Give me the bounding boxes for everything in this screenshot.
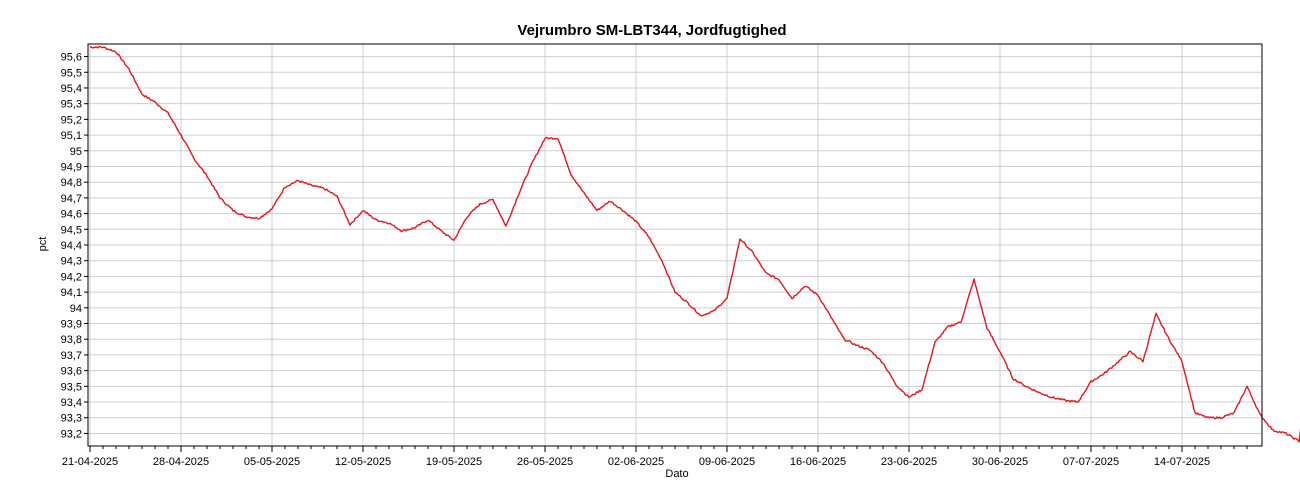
y-tick-label: 93,3 — [61, 413, 82, 425]
x-tick-label: 23-06-2025 — [881, 456, 937, 468]
y-axis-ticks: 95,6 95,5 95,4 95,3 95,2 95,1 95 94,9 94,8 94,7 94… — [61, 52, 88, 440]
y-tick-label: 95 — [70, 146, 82, 158]
x-axis-ticks: 21-04-2025 28-04-2025 05-05-2025 12-05-2025… — [62, 446, 1248, 468]
x-tick-label: 30-06-2025 — [972, 456, 1028, 468]
grid-lines — [88, 44, 1262, 446]
y-tick-label: 94 — [70, 303, 82, 315]
y-tick-label: 94,1 — [61, 287, 82, 299]
y-tick-label: 93,7 — [61, 350, 82, 362]
x-tick-label: 16-06-2025 — [790, 456, 846, 468]
y-tick-label: 95,5 — [61, 67, 82, 79]
y-tick-label: 93,8 — [61, 334, 82, 346]
x-tick-label: 05-05-2025 — [244, 456, 300, 468]
y-tick-label: 93,9 — [61, 319, 82, 331]
x-tick-label: 28-04-2025 — [153, 456, 209, 468]
x-tick-label: 07-07-2025 — [1063, 456, 1119, 468]
x-tick-label: 19-05-2025 — [426, 456, 482, 468]
y-tick-label: 94,8 — [61, 177, 82, 189]
y-tick-label: 95,3 — [61, 99, 82, 111]
x-tick-label: 09-06-2025 — [699, 456, 755, 468]
plot-frame — [87, 43, 1263, 447]
y-tick-label: 95,6 — [61, 52, 82, 64]
y-tick-label: 93,4 — [61, 397, 82, 409]
y-tick-label: 95,1 — [61, 130, 82, 142]
y-tick-label: 94,9 — [61, 161, 82, 173]
y-tick-label: 94,6 — [61, 209, 82, 221]
y-tick-label: 94,3 — [61, 256, 82, 268]
x-tick-label: 26-05-2025 — [517, 456, 573, 468]
y-tick-label: 94,2 — [61, 271, 82, 283]
x-tick-label: 02-06-2025 — [608, 456, 664, 468]
y-tick-label: 93,5 — [61, 381, 82, 393]
y-tick-label: 94,4 — [61, 240, 82, 252]
y-tick-label: 94,5 — [61, 224, 82, 236]
y-tick-label: 95,4 — [61, 83, 82, 95]
y-axis-label: pct — [37, 237, 49, 252]
y-tick-label: 93,6 — [61, 366, 82, 378]
y-tick-label: 94,7 — [61, 193, 82, 205]
series-line — [89, 45, 1300, 443]
y-tick-label: 95,2 — [61, 114, 82, 126]
x-tick-label: 21-04-2025 — [62, 456, 118, 468]
x-tick-label: 12-05-2025 — [335, 456, 391, 468]
x-tick-label: 14-07-2025 — [1154, 456, 1210, 468]
x-axis-label: Dato — [665, 468, 688, 480]
chart-title: Vejrumbro SM-LBT344, Jordfugtighed — [517, 22, 786, 39]
y-tick-label: 93,2 — [61, 428, 82, 440]
